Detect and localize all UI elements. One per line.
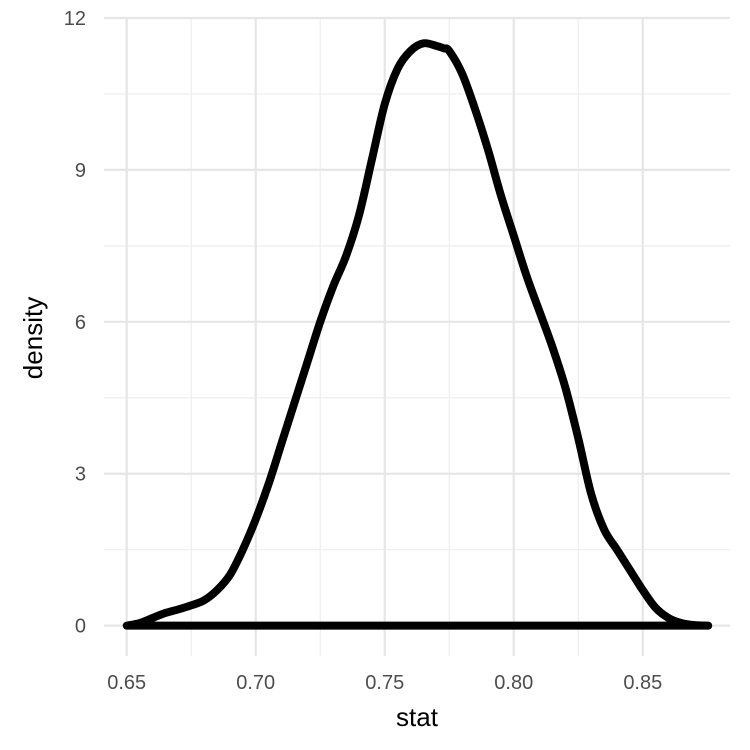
- y-tick-label: 0: [75, 616, 86, 638]
- x-tick-label: 0.65: [107, 672, 146, 694]
- x-tick-label: 0.85: [623, 672, 662, 694]
- y-tick-labels: 0 3 6 9 12: [64, 8, 86, 638]
- density-curve: [122, 39, 713, 630]
- x-tick-labels: 0.65 0.70 0.75 0.80 0.85: [107, 672, 662, 694]
- x-axis-title: stat: [396, 702, 439, 732]
- x-tick-label: 0.80: [494, 672, 533, 694]
- y-tick-label: 9: [75, 160, 86, 182]
- grid-layer: [104, 16, 730, 656]
- y-tick-label: 3: [75, 464, 86, 486]
- x-tick-label: 0.75: [365, 672, 404, 694]
- y-tick-label: 6: [75, 312, 86, 334]
- y-axis-title: density: [18, 297, 48, 379]
- y-tick-label: 12: [64, 8, 86, 30]
- x-tick-label: 0.70: [236, 672, 275, 694]
